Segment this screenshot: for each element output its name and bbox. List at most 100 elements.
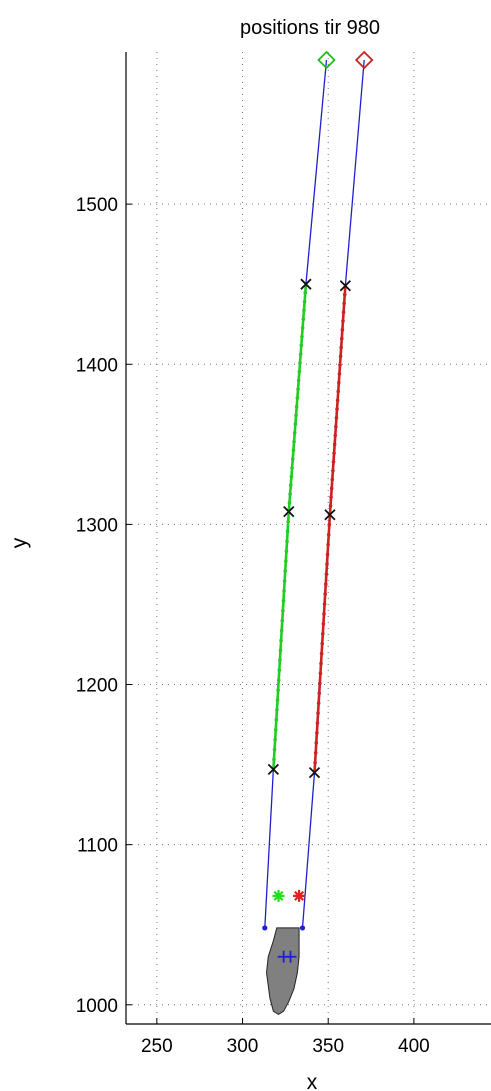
y-axis-label: y — [8, 537, 31, 548]
sample-point — [273, 727, 278, 732]
trajectory-line — [264, 59, 328, 928]
sample-point — [320, 641, 325, 646]
sample-point — [272, 757, 276, 762]
dot-marker — [262, 925, 268, 931]
sample-point — [288, 483, 293, 488]
sample-point — [329, 495, 333, 499]
sample-point — [341, 319, 345, 323]
sample-point — [295, 396, 300, 400]
sample-point — [340, 328, 345, 332]
sample-point — [278, 658, 282, 663]
sample-point — [287, 501, 292, 505]
sample-point — [317, 691, 322, 696]
x-marker — [324, 509, 336, 521]
sample-point — [276, 688, 280, 692]
sample-point — [290, 457, 295, 461]
sample-point — [297, 369, 302, 374]
sample-point — [285, 539, 289, 544]
star-marker — [293, 889, 306, 902]
sample-point — [323, 582, 328, 586]
sample-point — [279, 638, 283, 643]
sample-point — [342, 292, 347, 297]
sample-point — [274, 718, 279, 722]
sample-point — [296, 387, 300, 391]
sample-point — [325, 562, 329, 567]
sample-point — [289, 474, 294, 479]
sample-point — [342, 301, 346, 306]
x-marker — [308, 766, 321, 779]
star-marker — [272, 889, 285, 902]
sample-point — [316, 711, 320, 715]
x-marker — [300, 278, 312, 290]
sample-point — [329, 486, 334, 491]
x-marker — [267, 763, 280, 776]
sample-point — [294, 413, 298, 418]
sample-point — [302, 308, 306, 313]
x-tick-label: 400 — [398, 1036, 430, 1057]
sample-point — [339, 345, 343, 350]
sample-point — [273, 737, 277, 742]
y-tick-label: 1300 — [76, 515, 118, 536]
x-axis-label: x — [307, 1071, 318, 1091]
sample-point — [316, 701, 321, 705]
marker-group — [262, 50, 374, 963]
plus-marker — [284, 950, 297, 963]
sample-point — [333, 433, 338, 438]
diamond-marker — [354, 50, 374, 70]
ship-outline — [266, 927, 300, 1015]
sample-point — [292, 439, 296, 444]
x-marker — [339, 280, 351, 292]
sample-point — [315, 731, 319, 735]
sample-point — [296, 378, 301, 383]
sample-point — [322, 602, 327, 606]
sample-point — [338, 354, 343, 359]
trajectory-segment — [272, 284, 308, 770]
x-tick-label: 300 — [227, 1036, 259, 1057]
sample-point — [318, 671, 323, 676]
sample-point — [341, 310, 346, 315]
sample-point — [298, 352, 303, 356]
x-tick-label: 250 — [141, 1036, 173, 1057]
y-tick-label: 1000 — [76, 996, 118, 1017]
sample-point — [284, 559, 288, 563]
ship-shape — [266, 927, 300, 1015]
sample-point — [326, 542, 330, 547]
sample-point — [331, 468, 335, 473]
grid — [126, 52, 491, 1024]
sample-point — [300, 334, 304, 339]
y-tick-label: 1200 — [76, 676, 118, 697]
sample-point — [300, 326, 305, 330]
sample-point — [330, 477, 335, 482]
sample-point — [326, 532, 331, 537]
sample-point — [334, 416, 339, 420]
sample-point — [334, 424, 338, 429]
sample-point — [331, 460, 336, 464]
trajectory-segment — [313, 285, 347, 773]
sample-point — [279, 628, 284, 633]
sample-point — [332, 442, 337, 447]
y-tick-label: 1400 — [76, 355, 118, 376]
sample-point — [318, 681, 322, 686]
chart-title: positions tir 980 — [240, 17, 380, 39]
trajectory-line — [301, 59, 365, 928]
tick-labels: 250 300 350 400 1000 1100 1200 1300 1400 1500 — [76, 195, 430, 1057]
sample-point — [280, 618, 285, 623]
diamond-marker — [317, 50, 336, 70]
sample-point — [272, 747, 277, 752]
sample-point — [290, 466, 294, 470]
sample-point — [282, 579, 287, 583]
axes — [125, 52, 491, 1025]
sample-point — [321, 622, 326, 626]
x-tick-label: 350 — [312, 1036, 344, 1057]
sample-point — [338, 363, 342, 367]
sample-point — [336, 389, 341, 394]
sample-point — [319, 651, 324, 656]
sample-point — [288, 492, 292, 496]
dot-marker — [299, 925, 306, 931]
sample-point — [315, 721, 320, 725]
sample-point — [275, 698, 280, 702]
sample-point — [281, 608, 285, 613]
sample-point — [281, 599, 286, 603]
sample-point — [293, 422, 298, 426]
